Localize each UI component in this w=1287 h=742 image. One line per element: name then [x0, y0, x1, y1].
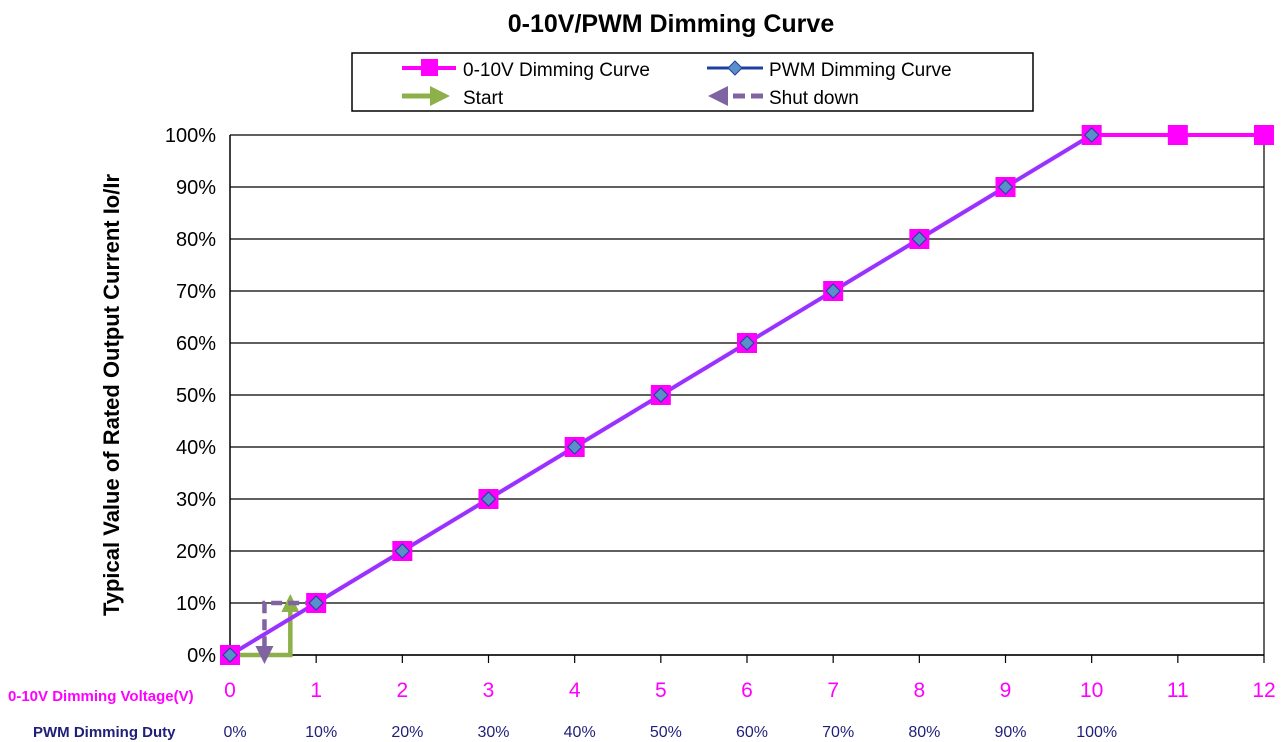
x-tick-10: 10	[1080, 679, 1103, 702]
pwm-point-3	[480, 491, 497, 507]
duty-tick-7: 70%	[822, 724, 854, 741]
x-tick-2: 2	[396, 679, 408, 702]
voltage-point-12	[1254, 125, 1274, 145]
x-tick-7: 7	[827, 679, 839, 702]
y-tick-7: 70%	[176, 281, 216, 303]
y-tick-5: 50%	[176, 385, 216, 407]
x-axis-label: 0-10V Dimming Voltage(V)	[8, 688, 194, 705]
x-tick-4: 4	[569, 679, 581, 702]
y-tick-labels: 0% 10% 20% 30% 40% 50% 60% 70% 80% 90% 100%	[165, 125, 216, 667]
duty-tick-9: 90%	[994, 724, 1026, 741]
pwm-point-7	[825, 283, 841, 299]
duty-tick-8: 80%	[908, 724, 940, 741]
y-tick-10: 100%	[165, 125, 216, 147]
voltage-point-11	[1167, 125, 1188, 145]
pwm-point-6	[739, 335, 755, 351]
x-tick-9: 9	[1000, 679, 1012, 702]
x-tick-5: 5	[655, 679, 667, 702]
pwm-point-0	[222, 647, 238, 663]
pwm-point-1	[308, 595, 324, 611]
grid-lines	[229, 134, 1265, 663]
y-tick-8: 80%	[176, 229, 216, 251]
pwm-point-2	[394, 543, 411, 559]
duty-tick-10: 100%	[1076, 724, 1117, 741]
pwm-point-4	[566, 439, 583, 455]
legend-voltage-marker	[421, 59, 438, 76]
duty-tick-0: 0%	[223, 724, 246, 741]
chart-legend: 0-10V Dimming Curve PWM Dimming Curve St…	[351, 52, 1034, 112]
x-tick-labels: 0 1 2 3 4 5 6 7 8 9 10 11 12	[224, 679, 1276, 702]
x-tick-12: 12	[1252, 679, 1275, 702]
legend-box	[351, 52, 1034, 112]
duty-tick-6: 60%	[736, 724, 768, 741]
series-markers	[220, 125, 1274, 665]
duty-tick-1: 10%	[305, 724, 337, 741]
x-tick-11: 11	[1167, 679, 1189, 702]
legend-shutdown-label: Shut down	[769, 88, 859, 109]
y-tick-1: 10%	[176, 593, 216, 615]
pwm-point-9	[997, 179, 1014, 195]
y-tick-4: 40%	[176, 437, 216, 459]
duty-axis-label: PWM Dimming Duty	[33, 724, 176, 741]
duty-tick-5: 50%	[650, 724, 682, 741]
x-tick-6: 6	[741, 679, 753, 702]
duty-tick-labels: 0% 10% 20% 30% 40% 50% 60% 70% 80% 90% 100%	[223, 724, 1117, 741]
legend-pwm-label: PWM Dimming Curve	[769, 60, 952, 81]
x-tick-0: 0	[224, 679, 236, 702]
x-tick-3: 3	[483, 679, 495, 702]
pwm-point-10	[1083, 127, 1100, 143]
y-tick-2: 20%	[176, 541, 216, 563]
shutdown-arrow	[255, 600, 317, 664]
y-tick-3: 30%	[176, 489, 216, 511]
x-tick-1: 1	[310, 679, 322, 702]
y-tick-9: 90%	[176, 177, 216, 199]
legend-voltage-label: 0-10V Dimming Curve	[463, 60, 650, 81]
pwm-point-5	[653, 387, 669, 403]
pwm-point-8	[911, 231, 928, 247]
duty-tick-3: 30%	[477, 724, 509, 741]
legend-pwm-marker	[727, 60, 743, 76]
y-axis-label: Typical Value of Rated Output Current Io…	[99, 174, 124, 617]
legend-start-label: Start	[463, 88, 504, 109]
y-tick-0: 0%	[187, 645, 216, 667]
y-tick-6: 60%	[176, 333, 216, 355]
duty-tick-4: 40%	[564, 724, 596, 741]
x-tick-8: 8	[913, 679, 925, 702]
duty-tick-2: 20%	[391, 724, 423, 741]
chart-title: 0-10V/PWM Dimming Curve	[508, 10, 835, 38]
